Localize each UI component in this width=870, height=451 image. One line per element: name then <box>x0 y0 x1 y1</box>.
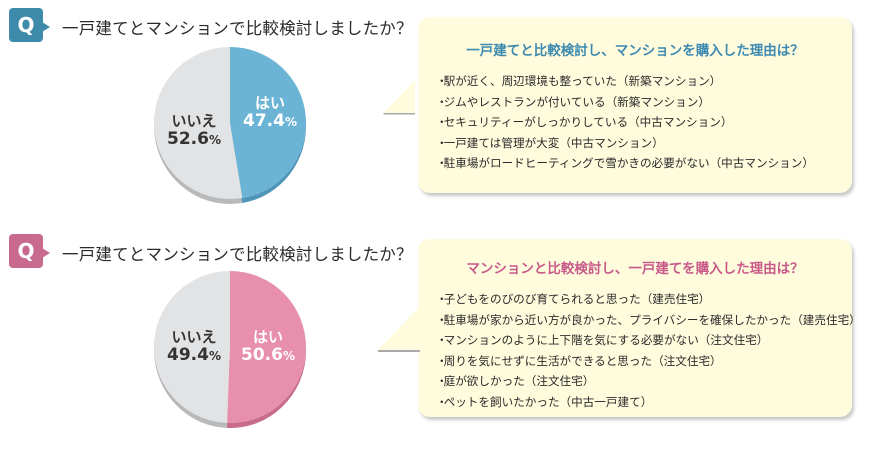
list-item: 駐車場がロードヒーティングで雪かきの必要がない（中古マンション） <box>436 153 814 174</box>
list-item: 周りを気にせずに生活ができると思った（注文住宅） <box>436 351 861 372</box>
question-badge: Q <box>9 8 50 42</box>
pie-label-yes: はい 50.6% <box>241 328 295 366</box>
list-item: マンションのように上下階を気にする必要がない（注文住宅） <box>436 330 861 351</box>
survey-section-condo: Q 一戸建てとマンションで比較検討しましたか？ いいえ 52.6% はい 47.… <box>0 0 870 220</box>
list-item: セキュリティーがしっかりしている（中古マンション） <box>436 112 814 133</box>
pie-label-no: いいえ 52.6% <box>167 112 221 150</box>
question-text: 一戸建てとマンションで比較検討しましたか？ <box>62 19 413 38</box>
pie-slice-yes <box>227 271 306 423</box>
list-item: 子どもをのびのび育てられると思った（建売住宅） <box>436 289 861 310</box>
reason-list: 子どもをのびのび育てられると思った（建売住宅） 駐車場が家から近い方が良かった、… <box>436 289 861 412</box>
bubble-tail-pointer <box>378 306 420 352</box>
pie-label-yes: はい 47.4% <box>243 94 297 132</box>
pie-chart: いいえ 49.4% はい 50.6% <box>152 269 308 431</box>
bubble-title: マンションと比較検討し、一戸建てを購入した理由は？ <box>466 261 804 277</box>
question-badge: Q <box>9 234 50 268</box>
list-item: ペットを飼いたかった（中古一戸建て） <box>436 392 861 413</box>
list-item: 駅が近く、周辺環境も整っていた（新築マンション） <box>436 71 814 92</box>
reasons-bubble: マンションと比較検討し、一戸建てを購入した理由は？ 子どもをのびのび育てられると… <box>418 239 861 417</box>
survey-section-house: Q 一戸建てとマンションで比較検討しましたか？ いいえ 49.4% はい 50.… <box>0 224 870 451</box>
list-item: 一戸建ては管理が大変（中古マンション） <box>436 133 814 154</box>
pie-graphic <box>154 271 307 428</box>
pie-label-no: いいえ 49.4% <box>167 328 221 366</box>
list-item: ジムやレストランが付いている（新築マンション） <box>436 92 814 113</box>
pie-slice-yes <box>230 47 307 198</box>
bubble-tail-pointer <box>383 80 415 115</box>
reasons-bubble: 一戸建てと比較検討し、マンションを購入した理由は？ 駅が近く、周辺環境も整ってい… <box>418 17 852 193</box>
list-item: 駐車場が家から近い方が良かった、プライバシーを確保したかった（建売住宅） <box>436 310 861 331</box>
question-text: 一戸建てとマンションで比較検討しましたか？ <box>62 245 413 264</box>
list-item: 庭が欲しかった（注文住宅） <box>436 371 861 392</box>
pie-graphic <box>154 47 307 204</box>
pie-chart: いいえ 52.6% はい 47.4% <box>152 45 308 207</box>
reason-list: 駅が近く、周辺環境も整っていた（新築マンション） ジムやレストランが付いている（… <box>436 71 814 174</box>
bubble-title: 一戸建てと比較検討し、マンションを購入した理由は？ <box>466 43 804 59</box>
